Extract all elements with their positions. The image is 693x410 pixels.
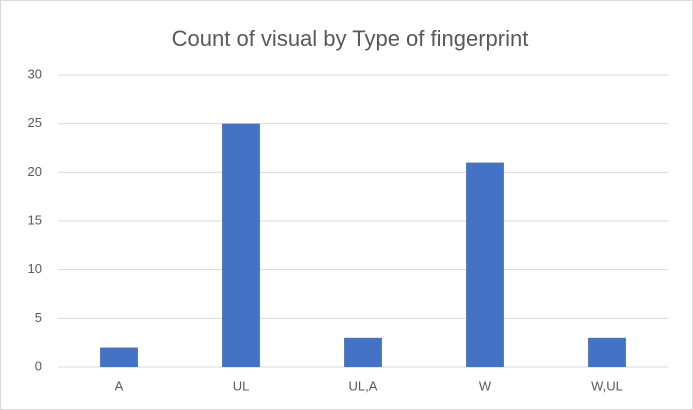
bar [466, 162, 504, 367]
bar [100, 347, 138, 367]
y-tick-label: 25 [28, 115, 42, 130]
y-tick-label: 10 [28, 261, 42, 276]
bar [222, 123, 260, 368]
y-tick-label: 30 [28, 66, 42, 81]
x-tick-label: W [479, 378, 492, 393]
y-tick-label: 15 [28, 212, 42, 227]
bar [588, 337, 626, 367]
bar [344, 337, 382, 367]
x-tick-label: UL,A [349, 378, 378, 393]
chart-title: Count of visual by Type of fingerprint [172, 26, 529, 51]
x-tick-label: UL [233, 378, 250, 393]
y-tick-label: 0 [35, 358, 42, 373]
y-tick-label: 20 [28, 164, 42, 179]
x-tick-label: A [115, 378, 124, 393]
y-tick-label: 5 [35, 310, 42, 325]
x-tick-label: W,UL [591, 378, 623, 393]
